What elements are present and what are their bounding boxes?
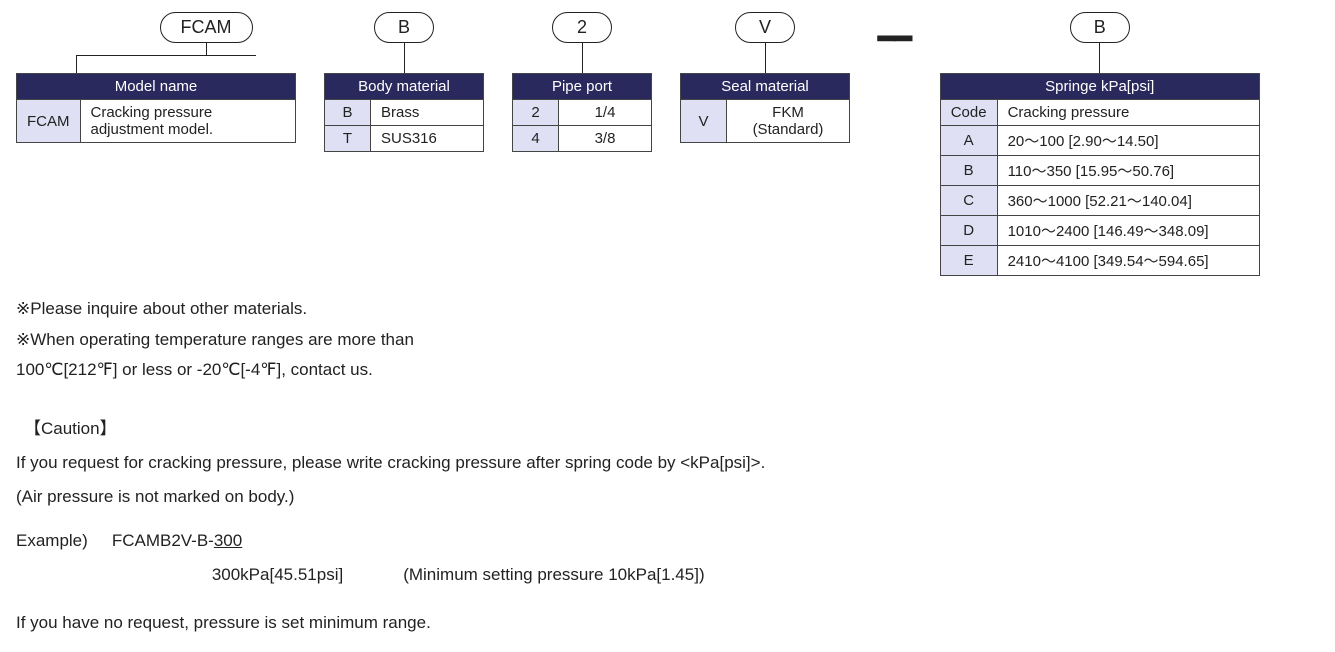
note-line-3: 100℃[212℉] or less or -20℃[-4℉], contact… xyxy=(16,355,616,386)
spring-code-1: B xyxy=(940,156,997,186)
dash-separator: ━━ xyxy=(878,22,912,55)
body-pill: B xyxy=(374,12,434,43)
example-label: Example) xyxy=(16,524,88,558)
body-code-0: B xyxy=(325,100,371,126)
body-table: Body material B Brass T SUS316 xyxy=(324,73,484,152)
caution-line-3: If you have no request, pressure is set … xyxy=(16,606,1319,640)
example-code-underline: 300 xyxy=(214,531,242,550)
spring-code-3: D xyxy=(940,216,997,246)
spring-pill: B xyxy=(1070,12,1130,43)
port-table: Pipe port 2 1/4 4 3/8 xyxy=(512,73,652,152)
caution-heading: 【Caution】 xyxy=(24,412,1319,446)
body-header: Body material xyxy=(325,74,484,100)
spring-val-0: 20～100 [2.90～14.50] xyxy=(997,126,1259,156)
note-line-1: ※Please inquire about other materials. xyxy=(16,294,616,325)
spring-code-4: E xyxy=(940,246,997,276)
spring-header: Springe kPa[psi] xyxy=(940,74,1259,100)
model-table: Model name FCAM Cracking pressure adjust… xyxy=(16,73,296,143)
caution-section: 【Caution】 If you request for cracking pr… xyxy=(16,412,1319,640)
body-block: B Body material B Brass T SUS316 xyxy=(324,12,484,152)
example-code-pre: FCAMB2V-B- xyxy=(112,531,214,550)
spring-sub-code: Code xyxy=(940,100,997,126)
example-code: FCAMB2V-B-300 xyxy=(112,524,705,558)
port-val-0: 1/4 xyxy=(559,100,652,126)
model-header: Model name xyxy=(17,74,296,100)
body-val-0: Brass xyxy=(371,100,484,126)
example-sub: 300kPa[45.51psi] xyxy=(212,558,343,592)
model-code: FCAM xyxy=(17,100,81,143)
port-val-1: 3/8 xyxy=(559,126,652,152)
spring-block: B Springe kPa[psi] Code Cracking pressur… xyxy=(940,12,1260,276)
spring-code-0: A xyxy=(940,126,997,156)
body-code-1: T xyxy=(325,126,371,152)
port-code-0: 2 xyxy=(513,100,559,126)
body-val-1: SUS316 xyxy=(371,126,484,152)
caution-line-2: (Air pressure is not marked on body.) xyxy=(16,480,1319,514)
example-body: FCAMB2V-B-300 300kPa[45.51psi] (Minimum … xyxy=(112,524,705,592)
model-block: FCAM Model name FCAM Cracking pressure a… xyxy=(16,12,296,143)
spring-val-2: 360～1000 [52.21～140.04] xyxy=(997,186,1259,216)
seal-val: FKM (Standard) xyxy=(727,100,850,143)
spring-val-1: 110～350 [15.95～50.76] xyxy=(997,156,1259,186)
spring-code-2: C xyxy=(940,186,997,216)
port-block: 2 Pipe port 2 1/4 4 3/8 xyxy=(512,12,652,152)
port-header: Pipe port xyxy=(513,74,652,100)
example-sub-row: 300kPa[45.51psi] (Minimum setting pressu… xyxy=(212,558,705,592)
seal-pill: V xyxy=(735,12,795,43)
example-row: Example) FCAMB2V-B-300 300kPa[45.51psi] … xyxy=(16,524,1319,592)
spring-table: Springe kPa[psi] Code Cracking pressure … xyxy=(940,73,1260,276)
example-min: (Minimum setting pressure 10kPa[1.45]) xyxy=(403,558,704,592)
seal-table: Seal material V FKM (Standard) xyxy=(680,73,850,143)
port-pill: 2 xyxy=(552,12,612,43)
seal-header: Seal material xyxy=(681,74,850,100)
note-line-2: ※When operating temperature ranges are m… xyxy=(16,325,616,356)
model-pill: FCAM xyxy=(160,12,253,43)
spring-val-4: 2410～4100 [349.54～594.65] xyxy=(997,246,1259,276)
model-desc: Cracking pressure adjustment model. xyxy=(80,100,296,143)
caution-line-1: If you request for cracking pressure, pl… xyxy=(16,446,1319,480)
seal-block: V Seal material V FKM (Standard) xyxy=(680,12,850,143)
spring-val-3: 1010～2400 [146.49～348.09] xyxy=(997,216,1259,246)
seal-code: V xyxy=(681,100,727,143)
spring-sub-val: Cracking pressure xyxy=(997,100,1259,126)
seal-val-l2: (Standard) xyxy=(753,121,824,138)
material-notes: ※Please inquire about other materials. ※… xyxy=(16,294,616,386)
port-code-1: 4 xyxy=(513,126,559,152)
seal-val-l1: FKM xyxy=(772,104,804,121)
code-diagram-row: FCAM Model name FCAM Cracking pressure a… xyxy=(16,12,1319,276)
